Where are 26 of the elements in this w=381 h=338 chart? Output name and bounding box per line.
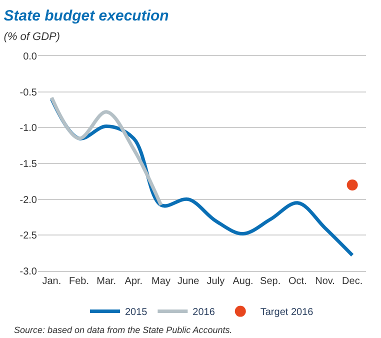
y-tick-label: -3.0 (20, 266, 38, 278)
x-tick-label: Aug. (232, 276, 254, 287)
chart-subtitle: (% of GDP) (4, 30, 60, 43)
line-series (50, 96, 163, 207)
x-tick-label: Jan. (42, 276, 62, 287)
x-tick-label: Oct. (288, 276, 307, 287)
x-tick-label: Sep. (260, 276, 281, 287)
y-tick-label: 0.0 (23, 52, 38, 62)
x-tick-label: Apr. (124, 276, 143, 287)
source-note: Source: based on data from the State Public Accounts. (14, 325, 232, 335)
y-tick-label: -1.5 (20, 159, 38, 170)
legend-label: 2015 (125, 307, 148, 318)
y-tick-label: -2.0 (20, 194, 38, 206)
x-tick-label: Dec. (342, 276, 363, 287)
x-tick-label: May (152, 276, 170, 287)
chart-title: State budget execution (4, 7, 169, 24)
x-tick-label: July (206, 276, 225, 287)
y-tick-label: -1.0 (20, 123, 38, 134)
legend-label: 2016 (192, 307, 216, 318)
legend-label: Target 2016 (260, 307, 314, 318)
y-tick-label: -2.5 (20, 230, 38, 242)
y-tick-label: -0.5 (20, 87, 38, 98)
x-tick-label: Nov. (315, 276, 335, 287)
x-tick-label: Mar. (96, 276, 116, 287)
x-tick-label: June (177, 276, 200, 287)
x-tick-label: Feb. (68, 276, 90, 287)
